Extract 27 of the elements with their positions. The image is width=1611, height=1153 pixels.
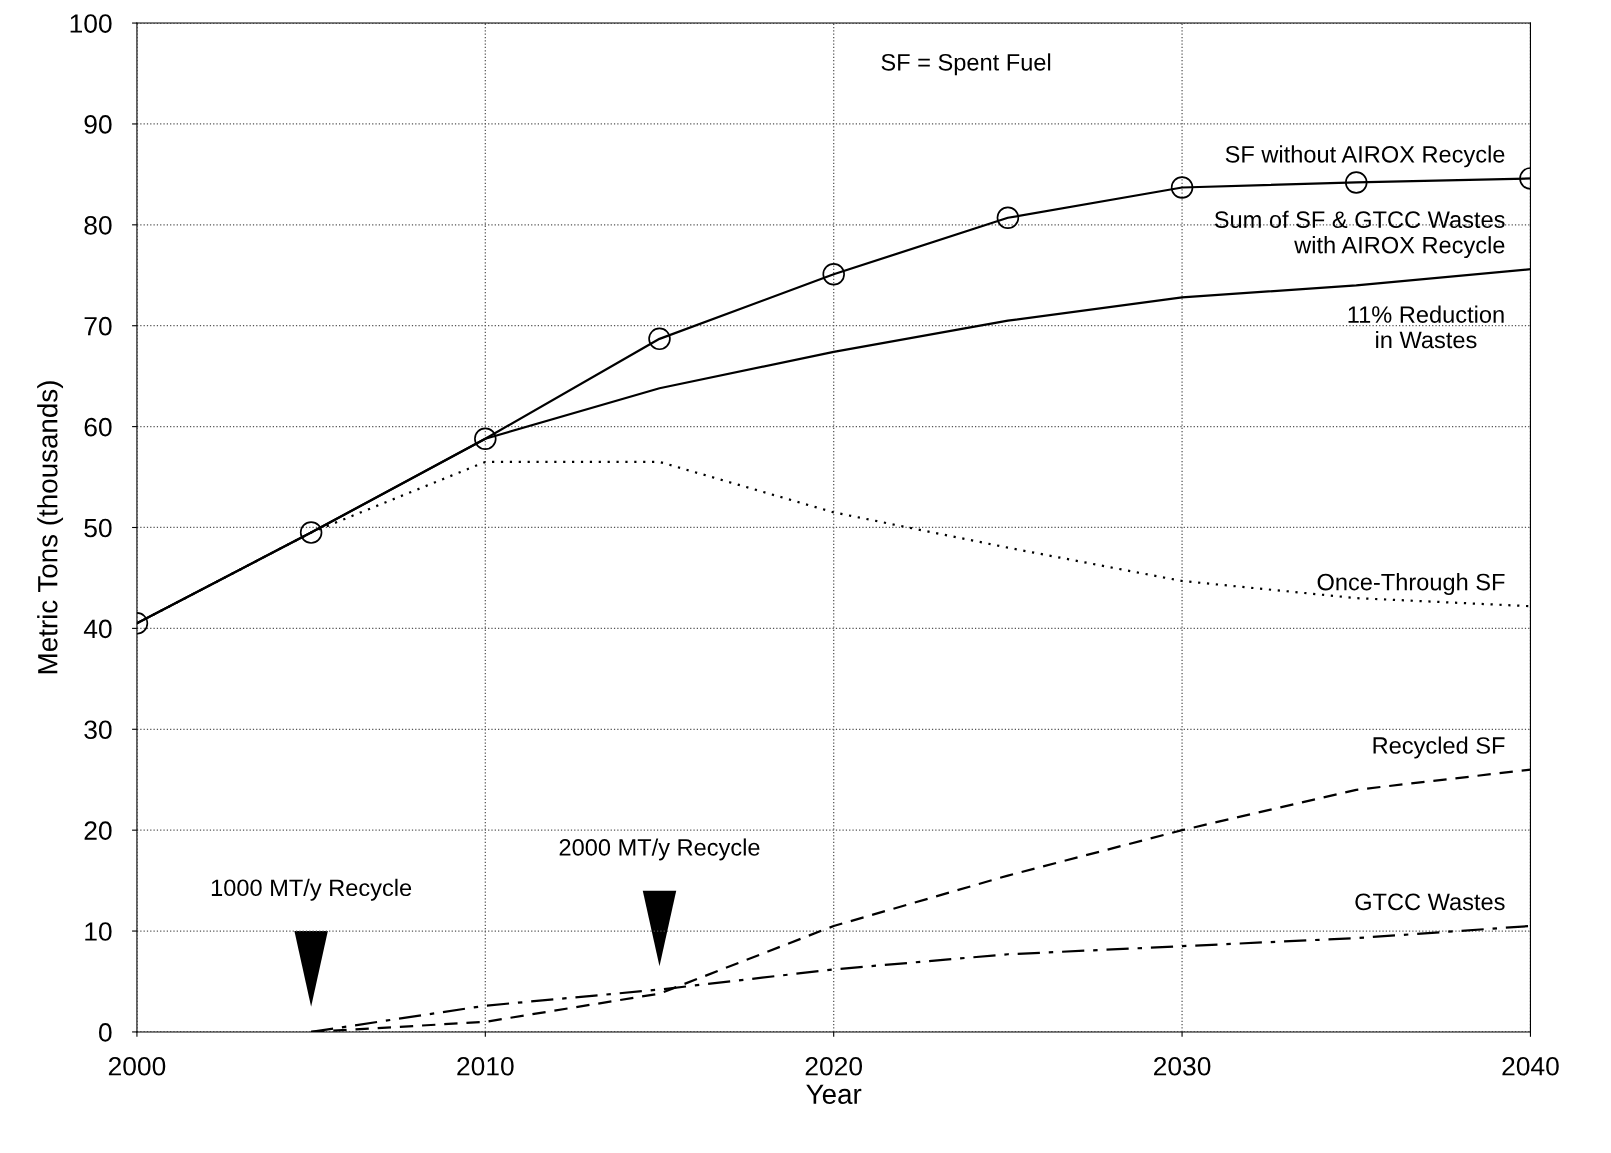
y-tick-label: 90 bbox=[84, 115, 112, 134]
x-tick-label: 2000 bbox=[108, 1056, 166, 1076]
x-tick-label: 2030 bbox=[1154, 1056, 1211, 1076]
annotation: SF = Spent Fuel bbox=[881, 53, 1051, 76]
y-tick-label: 60 bbox=[84, 417, 112, 437]
x-tick-label: 2010 bbox=[457, 1056, 514, 1076]
x-tick-label: 2020 bbox=[805, 1056, 863, 1076]
y-axis-title: Metric Tons (thousands) bbox=[37, 381, 64, 674]
series-label: Recycled SF bbox=[1373, 736, 1505, 759]
y-tick-label: 30 bbox=[84, 720, 112, 740]
x-axis-title: Year bbox=[806, 1084, 862, 1105]
y-tick-label: 20 bbox=[84, 821, 112, 840]
y-tick-label: 10 bbox=[85, 922, 112, 941]
annotation: 2000 MT/y Recycle bbox=[559, 838, 760, 861]
series-label: Once-Through SF bbox=[1317, 573, 1505, 596]
annotation: 11% Reduction in Wastes bbox=[1348, 305, 1504, 349]
y-tick-label: 0 bbox=[98, 1023, 112, 1042]
annotation: 1000 MT/y Recycle bbox=[211, 878, 412, 901]
series-label: Sum of SF & GTCC Wastes with AIROX Recycle bbox=[1214, 210, 1505, 259]
x-tick-label: 2040 bbox=[1502, 1056, 1559, 1076]
y-tick-label: 40 bbox=[83, 619, 112, 639]
y-tick-label: 70 bbox=[84, 316, 112, 336]
y-tick-label: 50 bbox=[84, 518, 112, 538]
series-label: GTCC Wastes bbox=[1355, 893, 1505, 911]
y-tick-label: 100 bbox=[70, 14, 112, 33]
y-tick-label: 80 bbox=[84, 215, 112, 235]
series-label: SF without AIROX Recycle bbox=[1225, 145, 1505, 168]
